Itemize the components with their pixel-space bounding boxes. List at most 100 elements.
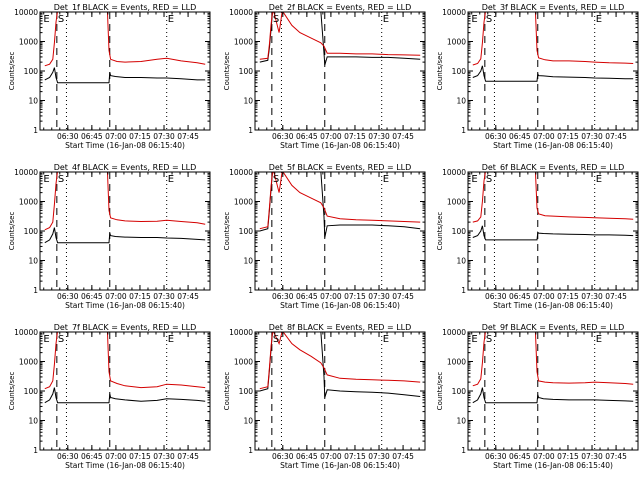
x-tick-label: 07:00	[320, 132, 342, 141]
y-tick-label: 100	[239, 67, 254, 76]
plot-frame	[39, 11, 211, 131]
series-line-events	[44, 227, 206, 244]
plot-frame	[39, 331, 211, 451]
y-tick-label: 1000	[447, 38, 466, 47]
event-marker-s: S	[273, 14, 279, 25]
chart-panel-5: Det_5f BLACK = Events, RED = LLD S E 1 10 100…	[223, 163, 426, 310]
event-marker-e: E	[43, 174, 49, 185]
plot-frame	[39, 171, 211, 291]
plot-frame	[467, 331, 639, 451]
chart-title: Det_5f BLACK = Events, RED = LLD	[269, 163, 412, 172]
y-tick-label: 1000	[447, 198, 466, 207]
y-tick-label: 1000	[234, 358, 253, 367]
x-tick-label: 07:45	[605, 292, 627, 301]
series-line-lld	[259, 332, 421, 390]
series-line-lld	[259, 12, 421, 60]
event-marker-s: S	[58, 174, 64, 185]
x-tick-label: 07:45	[177, 452, 199, 461]
chart-panel-2: Det_2f BLACK = Events, RED = LLD S E 1 10 100…	[223, 3, 426, 150]
series-line-lld	[44, 12, 206, 67]
event-marker-e: E	[168, 174, 174, 185]
x-axis-label: Start Time (16-Jan-08 06:15:40)	[493, 301, 613, 310]
x-tick-label: 06:30	[272, 452, 294, 461]
series-line-lld	[472, 172, 634, 223]
event-marker-s: S	[58, 14, 64, 25]
x-tick-label: 07:45	[177, 132, 199, 141]
y-tick-label: 10000	[229, 328, 253, 337]
x-tick-label: 07:15	[344, 132, 366, 141]
series-line-lld	[472, 332, 634, 387]
event-marker-e: E	[596, 334, 602, 345]
x-tick-label: 06:30	[272, 292, 294, 301]
y-tick-label: 1	[248, 446, 253, 455]
chart-title: Det_2f BLACK = Events, RED = LLD	[269, 3, 412, 12]
event-marker-e: E	[471, 174, 477, 185]
x-tick-label: 07:30	[368, 132, 390, 141]
x-tick-label: 07:30	[153, 452, 175, 461]
event-marker-e: E	[43, 14, 49, 25]
y-tick-label: 1000	[447, 358, 466, 367]
event-marker-e: E	[471, 334, 477, 345]
event-marker-e: E	[383, 334, 389, 345]
x-axis-label: Start Time (16-Jan-08 06:15:40)	[65, 461, 185, 470]
y-tick-label: 1	[461, 126, 466, 135]
event-marker-e: E	[168, 334, 174, 345]
y-tick-label: 1	[248, 286, 253, 295]
y-tick-label: 100	[239, 227, 254, 236]
plot-frame	[254, 171, 426, 291]
y-tick-label: 10	[28, 97, 38, 106]
x-tick-label: 06:30	[485, 292, 507, 301]
x-tick-label: 06:45	[509, 132, 531, 141]
y-tick-label: 10	[243, 97, 253, 106]
event-marker-s: S	[486, 174, 492, 185]
y-tick-label: 10000	[442, 8, 466, 17]
y-tick-label: 100	[452, 387, 467, 396]
y-tick-label: 10	[28, 257, 38, 266]
x-tick-label: 07:15	[557, 132, 579, 141]
chart-title: Det_3f BLACK = Events, RED = LLD	[482, 3, 625, 12]
y-tick-label: 100	[452, 67, 467, 76]
x-axis-label: Start Time (16-Jan-08 06:15:40)	[280, 461, 400, 470]
event-marker-s: S	[273, 334, 279, 345]
y-tick-label: 1	[33, 126, 38, 135]
y-axis-label: Counts/sec	[223, 212, 231, 251]
x-tick-label: 07:15	[129, 452, 151, 461]
x-tick-label: 07:30	[581, 132, 603, 141]
y-axis-label: Counts/sec	[8, 52, 16, 91]
x-tick-label: 07:45	[392, 292, 414, 301]
x-tick-label: 06:30	[57, 292, 79, 301]
x-tick-label: 07:30	[368, 452, 390, 461]
y-tick-label: 10	[456, 97, 466, 106]
x-tick-label: 07:00	[320, 292, 342, 301]
x-tick-label: 07:30	[581, 452, 603, 461]
y-tick-label: 10	[456, 417, 466, 426]
event-marker-e: E	[596, 14, 602, 25]
x-tick-label: 06:45	[81, 292, 103, 301]
x-tick-label: 07:00	[320, 452, 342, 461]
x-tick-label: 07:00	[105, 132, 127, 141]
series-line-lld	[259, 172, 421, 230]
x-tick-label: 06:30	[485, 452, 507, 461]
series-line-events	[259, 332, 421, 398]
y-tick-label: 1	[248, 126, 253, 135]
x-tick-label: 07:15	[344, 452, 366, 461]
event-marker-s: S	[486, 334, 492, 345]
x-tick-label: 07:00	[105, 292, 127, 301]
x-tick-label: 07:15	[344, 292, 366, 301]
y-tick-label: 10000	[14, 328, 38, 337]
series-line-events	[259, 172, 421, 238]
x-tick-label: 07:15	[129, 132, 151, 141]
chart-title: Det_9f BLACK = Events, RED = LLD	[482, 323, 625, 332]
x-tick-label: 06:30	[57, 132, 79, 141]
x-tick-label: 07:30	[153, 132, 175, 141]
y-tick-label: 10	[243, 417, 253, 426]
x-tick-label: 06:30	[57, 452, 79, 461]
y-tick-label: 100	[239, 387, 254, 396]
y-tick-label: 10	[456, 257, 466, 266]
x-tick-label: 07:30	[153, 292, 175, 301]
